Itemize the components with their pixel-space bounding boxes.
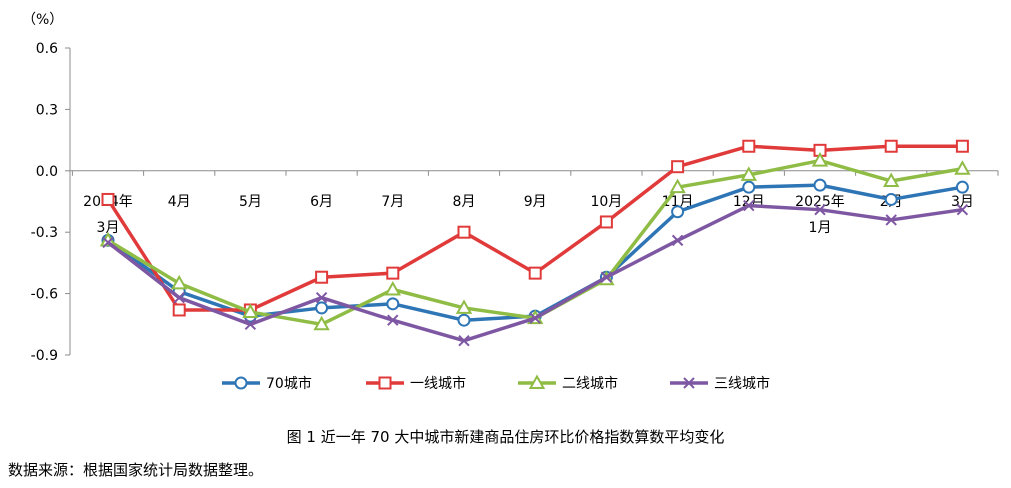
legend-swatch-marker — [683, 377, 695, 389]
data-point — [102, 236, 114, 249]
series-layer — [99, 139, 971, 347]
data-source-note: 数据来源：根据国家统计局数据整理。 — [8, 461, 264, 479]
y-axis: 0.6 0.3 0.0 -0.3 -0.6 -0.9 — [31, 41, 71, 364]
data-point — [742, 139, 756, 153]
data-point — [458, 334, 470, 347]
data-point — [244, 318, 257, 331]
data-point — [457, 313, 471, 327]
data-point — [315, 270, 329, 284]
y-tick-label: -0.9 — [31, 348, 58, 364]
line-chart: （%） 0.6 0.3 0.0 -0.3 -0.6 -0.9 2024年3月 4月 5月 6月 7… — [22, 12, 999, 392]
x-tick-label: 8月 — [453, 194, 476, 210]
data-point — [954, 160, 971, 175]
data-point — [315, 301, 329, 315]
data-point — [599, 215, 613, 229]
data-point — [384, 280, 402, 296]
legend: 70城市 一线城市 二线城市 三线城市 — [222, 374, 770, 392]
x-axis: 2024年3月4月5月6月7月8月9月10月11月12月2025年1月2月3月 — [70, 170, 999, 236]
y-axis-unit-label: （%） — [22, 12, 63, 28]
data-point — [242, 303, 259, 319]
x-tick-label: 10月 — [590, 194, 622, 210]
legend-label: 三线城市 — [714, 375, 770, 392]
legend-item: 70城市 — [222, 375, 312, 392]
legend-label: 二线城市 — [562, 375, 618, 392]
x-tick-label: 6月 — [310, 194, 333, 210]
legend-item: 二线城市 — [518, 374, 618, 392]
data-point — [671, 160, 685, 174]
data-point — [955, 139, 969, 153]
data-point — [172, 303, 186, 317]
legend-swatch-marker — [528, 374, 546, 389]
data-point — [885, 214, 897, 226]
x-tick-label: 9月 — [524, 194, 547, 210]
x-tick-label: 4月 — [168, 194, 191, 210]
x-tick-label: 5月 — [239, 194, 262, 210]
legend-item: 一线城市 — [366, 375, 466, 392]
data-point — [386, 297, 400, 311]
data-point — [457, 225, 471, 239]
data-point — [671, 234, 684, 247]
y-tick-label: 0.6 — [36, 41, 58, 57]
data-point — [813, 178, 827, 192]
data-point — [313, 315, 330, 331]
data-point — [882, 172, 900, 188]
data-point — [170, 274, 188, 290]
data-point — [386, 266, 400, 280]
x-tick-label: 2024年3月 — [83, 194, 133, 236]
data-point — [884, 192, 898, 206]
data-point — [740, 166, 758, 181]
data-point — [528, 266, 542, 280]
data-point — [956, 203, 969, 216]
series-line — [107, 158, 963, 327]
series-4 — [102, 199, 969, 347]
data-point — [742, 180, 756, 194]
x-tick-label: 2025年 1月 — [795, 194, 845, 236]
data-point — [387, 314, 399, 326]
data-point — [811, 152, 829, 167]
y-tick-label: 0.0 — [36, 164, 58, 180]
data-point — [743, 199, 755, 212]
y-tick-label: -0.6 — [31, 287, 58, 303]
legend-item: 三线城市 — [670, 375, 770, 392]
legend-swatch-marker — [234, 376, 248, 390]
legend-label: 70城市 — [266, 375, 312, 392]
data-point — [315, 291, 328, 304]
data-point — [814, 203, 826, 216]
data-point — [529, 312, 541, 324]
data-point — [455, 299, 473, 314]
data-point — [101, 192, 115, 206]
legend-label: 一线城市 — [410, 375, 466, 392]
data-point — [173, 291, 185, 304]
series-3 — [99, 152, 971, 331]
data-point — [600, 271, 613, 283]
y-tick-label: -0.3 — [31, 225, 58, 241]
data-point — [671, 205, 685, 219]
data-point — [955, 180, 969, 194]
legend-swatch-marker — [378, 376, 392, 390]
data-point — [884, 139, 898, 153]
figure-caption: 图 1 近一年 70 大中城市新建商品住房环比价格指数算数平均变化 — [286, 428, 725, 446]
data-point — [669, 178, 686, 194]
x-tick-label: 3月 — [951, 194, 974, 210]
y-tick-label: 0.3 — [36, 102, 58, 118]
x-tick-label: 7月 — [381, 194, 404, 210]
